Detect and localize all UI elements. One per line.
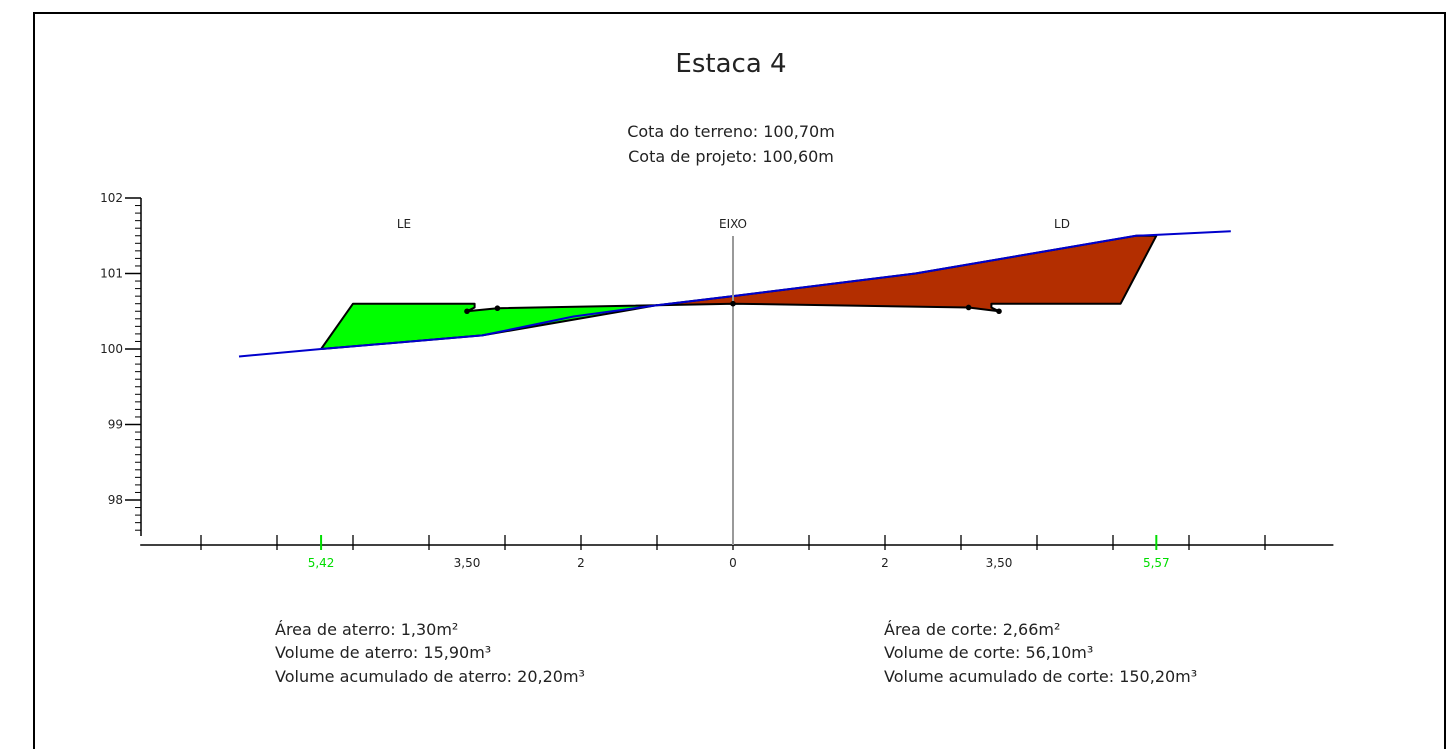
offset-tick-label: 2	[577, 556, 585, 570]
fill-volume-text: Volume de aterro: 15,90m³	[275, 643, 491, 662]
cut-area-polygon	[656, 234, 1158, 313]
fill-area-polygon	[320, 302, 658, 350]
page-frame	[33, 12, 1446, 749]
cut-accumulated-text: Volume acumulado de corte: 150,20m³	[884, 667, 1197, 686]
elevation-tick-label: 101	[100, 267, 123, 281]
offset-tick-label: 0	[729, 556, 737, 570]
project-point	[965, 304, 972, 311]
offset-tick-label: 3,50	[454, 556, 481, 570]
axis-label: EIXO	[719, 217, 747, 231]
offset-scale: 5,42 3,50 2 0 2 3,50 5,57	[140, 535, 1334, 570]
offset-tick-label: 5,42	[308, 556, 335, 570]
offset-tick-label: 2	[881, 556, 889, 570]
project-point	[464, 308, 470, 315]
elevation-tick-label: 102	[100, 191, 123, 205]
offset-tick-label: 3,50	[986, 556, 1013, 570]
elevation-tick-label: 98	[108, 493, 123, 507]
elevation-tick-label: 99	[108, 418, 123, 432]
fill-accumulated-text: Volume acumulado de aterro: 20,20m³	[275, 667, 585, 686]
left-side-label: LE	[397, 217, 411, 231]
elevation-scale: 102 101 100 99 98	[100, 191, 142, 536]
terrain-elevation: Cota do terreno: 100,70m	[627, 122, 835, 141]
cut-volume-text: Volume de corte: 56,10m³	[884, 643, 1093, 662]
offset-tick-label: 5,57	[1143, 556, 1170, 570]
cut-area-text: Área de corte: 2,66m²	[884, 620, 1060, 639]
right-side-label: LD	[1054, 217, 1070, 231]
elevation-tick-label: 100	[100, 342, 123, 356]
terrain-line	[238, 230, 1231, 358]
station-title: Estaca 4	[675, 49, 786, 79]
project-point	[730, 300, 736, 307]
section-areas	[238, 230, 1231, 545]
fill-area-text: Área de aterro: 1,30m²	[275, 620, 458, 639]
project-point	[494, 305, 501, 312]
project-point	[996, 308, 1002, 315]
project-elevation: Cota de projeto: 100,60m	[628, 147, 834, 166]
